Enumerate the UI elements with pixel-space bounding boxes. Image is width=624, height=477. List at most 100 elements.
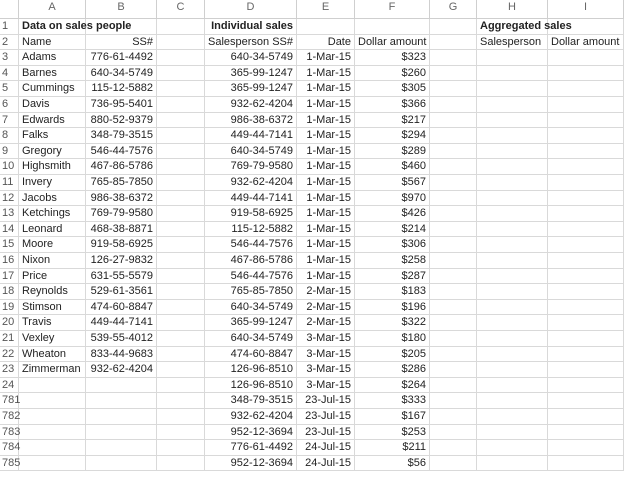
cell — [86, 424, 157, 441]
cell: $306 — [355, 237, 430, 253]
cell: Cummings — [19, 81, 86, 97]
cell: $214 — [355, 221, 430, 238]
cell: 529-61-3561 — [86, 284, 157, 300]
cell — [157, 190, 205, 207]
column-header: D — [205, 0, 297, 19]
cell: 932-62-4204 — [205, 409, 297, 425]
row-number: 24 — [0, 377, 19, 394]
cell — [157, 346, 205, 363]
cell: 449-44-7141 — [205, 128, 297, 144]
cell: 467-86-5786 — [205, 253, 297, 269]
cell: Jacobs — [19, 190, 86, 207]
cell — [477, 112, 548, 129]
cell: 919-58-6925 — [205, 206, 297, 222]
cell: 952-12-3694 — [205, 455, 297, 472]
cell: 467-86-5786 — [86, 159, 157, 175]
cell: 765-85-7850 — [86, 175, 157, 191]
cell: 765-85-7850 — [205, 284, 297, 300]
cell — [157, 284, 205, 300]
cell: $289 — [355, 143, 430, 160]
cell — [430, 284, 477, 300]
cell: Leonard — [19, 221, 86, 238]
column-header: H — [477, 0, 548, 19]
cell: Nixon — [19, 253, 86, 269]
cell: 539-55-4012 — [86, 331, 157, 347]
cell: $264 — [355, 377, 430, 394]
cell — [430, 362, 477, 378]
cell — [157, 221, 205, 238]
row-number: 3 — [0, 50, 19, 66]
cell: 952-12-3694 — [205, 424, 297, 441]
cell — [430, 65, 477, 82]
cell: Edwards — [19, 112, 86, 129]
cell: 3-Mar-15 — [297, 377, 355, 394]
cell: 833-44-9683 — [86, 346, 157, 363]
cell: 1-Mar-15 — [297, 65, 355, 82]
cell — [157, 81, 205, 97]
cell — [548, 190, 624, 207]
cell: Highsmith — [19, 159, 86, 175]
cell — [548, 331, 624, 347]
cell — [477, 81, 548, 97]
cell — [157, 143, 205, 160]
cell: 640-34-5749 — [205, 331, 297, 347]
cell: 932-62-4204 — [205, 175, 297, 191]
cell — [477, 97, 548, 113]
cell: $333 — [355, 393, 430, 409]
cell — [430, 409, 477, 425]
cell — [86, 393, 157, 409]
row-number: 5 — [0, 81, 19, 97]
cell: 2-Mar-15 — [297, 315, 355, 331]
cell: 932-62-4204 — [86, 362, 157, 378]
cell: 23-Jul-15 — [297, 409, 355, 425]
cell — [548, 284, 624, 300]
cell — [477, 50, 548, 66]
cell — [477, 221, 548, 238]
cell — [430, 424, 477, 441]
cell: 126-96-8510 — [205, 377, 297, 394]
cell: Moore — [19, 237, 86, 253]
cell — [548, 409, 624, 425]
cell — [157, 253, 205, 269]
row-number: 1 — [0, 19, 19, 35]
row-number: 785 — [0, 455, 20, 472]
cell: 1-Mar-15 — [297, 268, 355, 285]
cell — [157, 34, 205, 51]
cell: 769-79-9580 — [205, 159, 297, 175]
cell: $167 — [355, 409, 430, 425]
cell: Davis — [19, 97, 86, 113]
cell — [430, 81, 477, 97]
cell — [157, 112, 205, 129]
cell — [477, 377, 548, 394]
cell — [157, 362, 205, 378]
cell — [477, 175, 548, 191]
cell: 776-61-4492 — [86, 50, 157, 66]
cell — [548, 253, 624, 269]
cell: 776-61-4492 — [205, 440, 297, 456]
cell: Salesperson SS# — [205, 34, 297, 51]
cell: 880-52-9379 — [86, 112, 157, 129]
cell — [19, 393, 86, 409]
cell — [548, 455, 624, 472]
cell: Date — [297, 34, 355, 51]
cell: Dollar amount — [548, 34, 624, 51]
cell — [477, 299, 548, 316]
cell — [430, 221, 477, 238]
cell: 23-Jul-15 — [297, 424, 355, 441]
cell: Zimmerman — [19, 362, 86, 378]
cell — [430, 190, 477, 207]
cell: $253 — [355, 424, 430, 441]
cell — [157, 393, 205, 409]
cell: 474-60-8847 — [86, 299, 157, 316]
cell: $970 — [355, 190, 430, 207]
cell — [86, 19, 157, 35]
cell — [430, 440, 477, 456]
cell — [477, 143, 548, 160]
row-number: 16 — [0, 253, 19, 269]
cell — [548, 315, 624, 331]
cell — [548, 221, 624, 238]
cell — [548, 128, 624, 144]
corner — [0, 0, 19, 19]
cell: 640-34-5749 — [205, 299, 297, 316]
